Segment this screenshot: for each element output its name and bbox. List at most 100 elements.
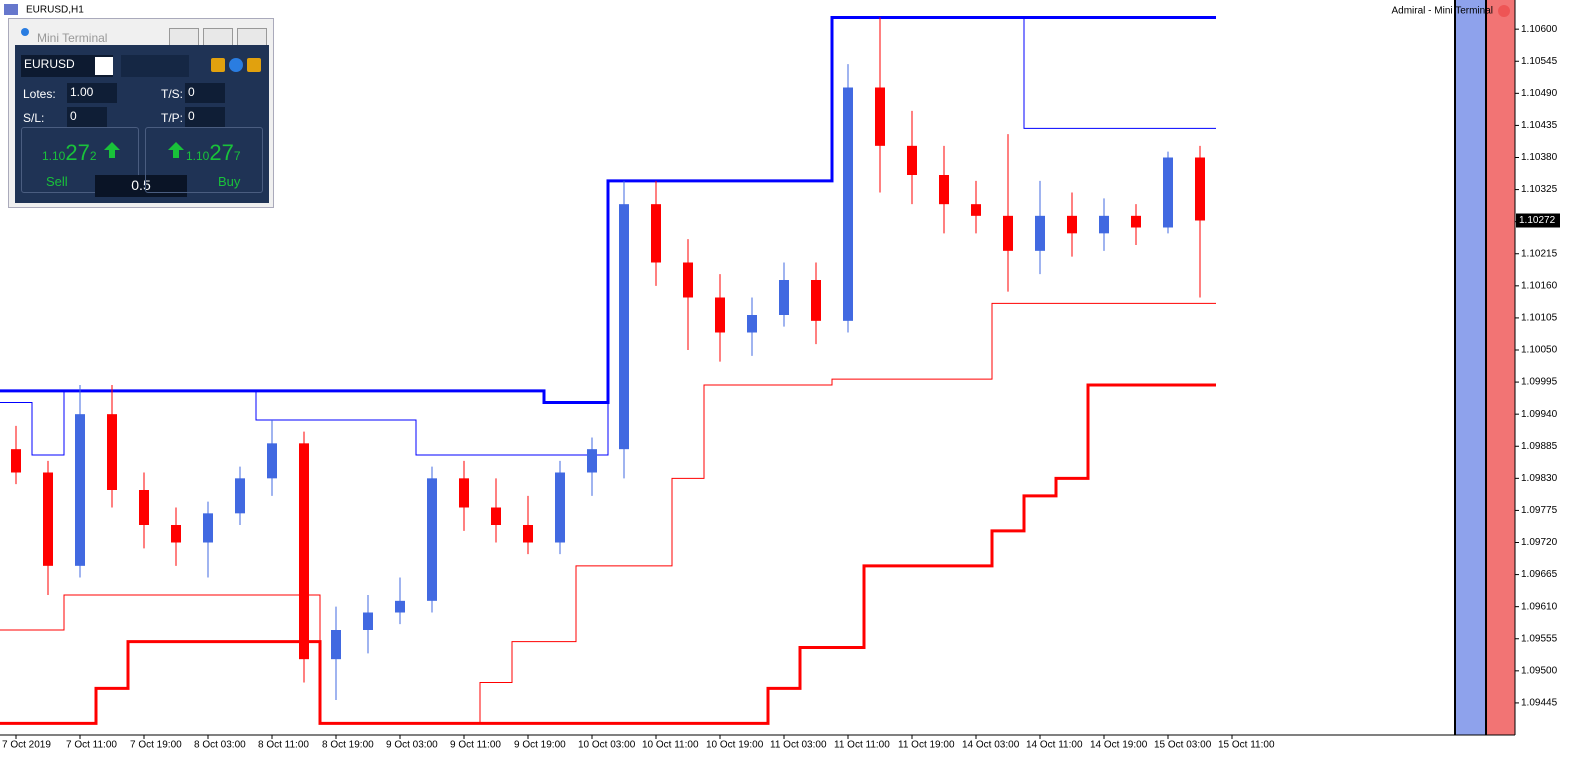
candle-body bbox=[843, 87, 853, 321]
x-tick-label: 8 Oct 11:00 bbox=[258, 740, 309, 751]
sell-panel[interactable]: 1.10272 Sell bbox=[21, 127, 139, 193]
y-tick-label: 1.10105 bbox=[1521, 313, 1558, 324]
indicator-bar-blue bbox=[1455, 0, 1485, 735]
y-tick-label: 1.09885 bbox=[1521, 441, 1558, 452]
symbol-search[interactable] bbox=[121, 55, 189, 77]
x-tick-label: 11 Oct 19:00 bbox=[898, 740, 955, 751]
candle-body bbox=[651, 204, 661, 263]
expert-name: Admiral - Mini Terminal bbox=[1391, 6, 1493, 17]
indicator-bar-red bbox=[1485, 0, 1515, 735]
current-price-box bbox=[1516, 213, 1560, 228]
ts-label: T/S: bbox=[161, 87, 184, 101]
candle-body bbox=[555, 472, 565, 543]
y-tick-label: 1.09830 bbox=[1521, 473, 1558, 484]
x-tick-label: 15 Oct 03:00 bbox=[1154, 740, 1212, 751]
y-tick-label: 1.10325 bbox=[1521, 184, 1558, 195]
lots-label: Lotes: bbox=[23, 87, 56, 101]
tool-button[interactable] bbox=[211, 58, 225, 72]
price-prefix: 1.10 bbox=[42, 149, 66, 163]
candle-body bbox=[139, 490, 149, 525]
candle-body bbox=[619, 204, 629, 450]
price-fraction: 2 bbox=[89, 149, 97, 163]
app-icon bbox=[21, 28, 29, 36]
candle-body bbox=[1067, 215, 1077, 234]
ts-input[interactable]: 0 bbox=[185, 83, 225, 103]
candle-body bbox=[587, 449, 597, 473]
candle-body bbox=[1163, 157, 1173, 228]
candle-body bbox=[715, 297, 725, 333]
y-tick-label: 1.09610 bbox=[1521, 601, 1558, 612]
candle-body bbox=[299, 443, 309, 660]
minimize-button[interactable] bbox=[169, 28, 199, 46]
x-tick-label: 10 Oct 19:00 bbox=[706, 740, 764, 751]
mini-terminal: Mini Terminal EURUSD Lotes: 1.00 T/S: 0 … bbox=[8, 18, 274, 208]
settings-button[interactable] bbox=[229, 58, 243, 72]
symbol-select[interactable]: EURUSD bbox=[21, 55, 113, 77]
x-tick-label: 14 Oct 03:00 bbox=[962, 740, 1020, 751]
terminal-body: EURUSD Lotes: 1.00 T/S: 0 S/L: 0 T/P: 0 … bbox=[15, 45, 269, 203]
symbol-title: EURUSD,H1 bbox=[26, 5, 84, 16]
y-tick-label: 1.10435 bbox=[1521, 120, 1558, 131]
y-tick-label: 1.10380 bbox=[1521, 152, 1558, 163]
candle-body bbox=[875, 87, 885, 146]
y-tick-label: 1.09665 bbox=[1521, 569, 1558, 580]
price-pips: 27 bbox=[65, 140, 90, 165]
buy-price: 1.10277 bbox=[186, 140, 241, 166]
y-tick-label: 1.10545 bbox=[1521, 56, 1558, 67]
candle-body bbox=[171, 525, 181, 543]
channel-line bbox=[0, 302, 1216, 724]
candle-body bbox=[107, 414, 117, 490]
y-tick-label: 1.10600 bbox=[1521, 24, 1558, 35]
candle-body bbox=[75, 414, 85, 566]
candle-body bbox=[459, 478, 469, 508]
y-tick-label: 1.09445 bbox=[1521, 698, 1558, 709]
current-price-label: 1.10272 bbox=[1519, 215, 1556, 226]
y-tick-label: 1.10490 bbox=[1521, 88, 1558, 99]
sl-label: S/L: bbox=[23, 111, 45, 125]
candle-body bbox=[1035, 215, 1045, 251]
dropdown-arrow[interactable] bbox=[95, 57, 113, 75]
candle-body bbox=[779, 280, 789, 315]
buy-button[interactable]: Buy bbox=[218, 174, 241, 189]
candle-body bbox=[331, 630, 341, 660]
x-tick-label: 11 Oct 11:00 bbox=[834, 740, 890, 751]
y-tick-label: 1.09775 bbox=[1521, 505, 1558, 516]
candle-body bbox=[523, 525, 533, 543]
sell-button[interactable]: Sell bbox=[46, 174, 68, 189]
candle-body bbox=[1195, 157, 1205, 221]
price-prefix: 1.10 bbox=[186, 149, 210, 163]
candle-body bbox=[267, 443, 277, 479]
tool-button[interactable] bbox=[247, 58, 261, 72]
y-tick-label: 1.09995 bbox=[1521, 377, 1558, 388]
x-tick-label: 15 Oct 11:00 bbox=[1218, 740, 1275, 751]
tp-input[interactable]: 0 bbox=[185, 107, 225, 127]
x-tick-label: 14 Oct 11:00 bbox=[1026, 740, 1083, 751]
price-pips: 27 bbox=[209, 140, 234, 165]
buy-panel[interactable]: 1.10277 Buy bbox=[145, 127, 263, 193]
candle-body bbox=[1131, 215, 1141, 228]
sell-arrow bbox=[104, 142, 120, 158]
sl-input[interactable]: 0 bbox=[67, 107, 107, 127]
candle-body bbox=[747, 315, 757, 333]
candle-body bbox=[395, 600, 405, 613]
x-tick-label: 9 Oct 11:00 bbox=[450, 740, 501, 751]
x-tick-label: 9 Oct 19:00 bbox=[514, 740, 566, 751]
symbol-icon bbox=[4, 4, 18, 15]
candle-body bbox=[939, 175, 949, 205]
x-tick-label: 10 Oct 11:00 bbox=[642, 740, 699, 751]
x-tick-label: 8 Oct 19:00 bbox=[322, 740, 374, 751]
y-tick-label: 1.10215 bbox=[1521, 248, 1558, 259]
restore-button[interactable] bbox=[203, 28, 233, 46]
x-tick-label: 8 Oct 03:00 bbox=[194, 740, 246, 751]
lots-input[interactable]: 1.00 bbox=[67, 83, 117, 103]
candle-body bbox=[363, 612, 373, 630]
candle-body bbox=[427, 478, 437, 601]
y-tick-label: 1.10050 bbox=[1521, 345, 1558, 356]
candle-body bbox=[203, 513, 213, 543]
expert-icon[interactable] bbox=[1498, 5, 1510, 17]
close-button[interactable] bbox=[237, 28, 267, 46]
candle-body bbox=[971, 204, 981, 216]
candle-body bbox=[1099, 215, 1109, 234]
